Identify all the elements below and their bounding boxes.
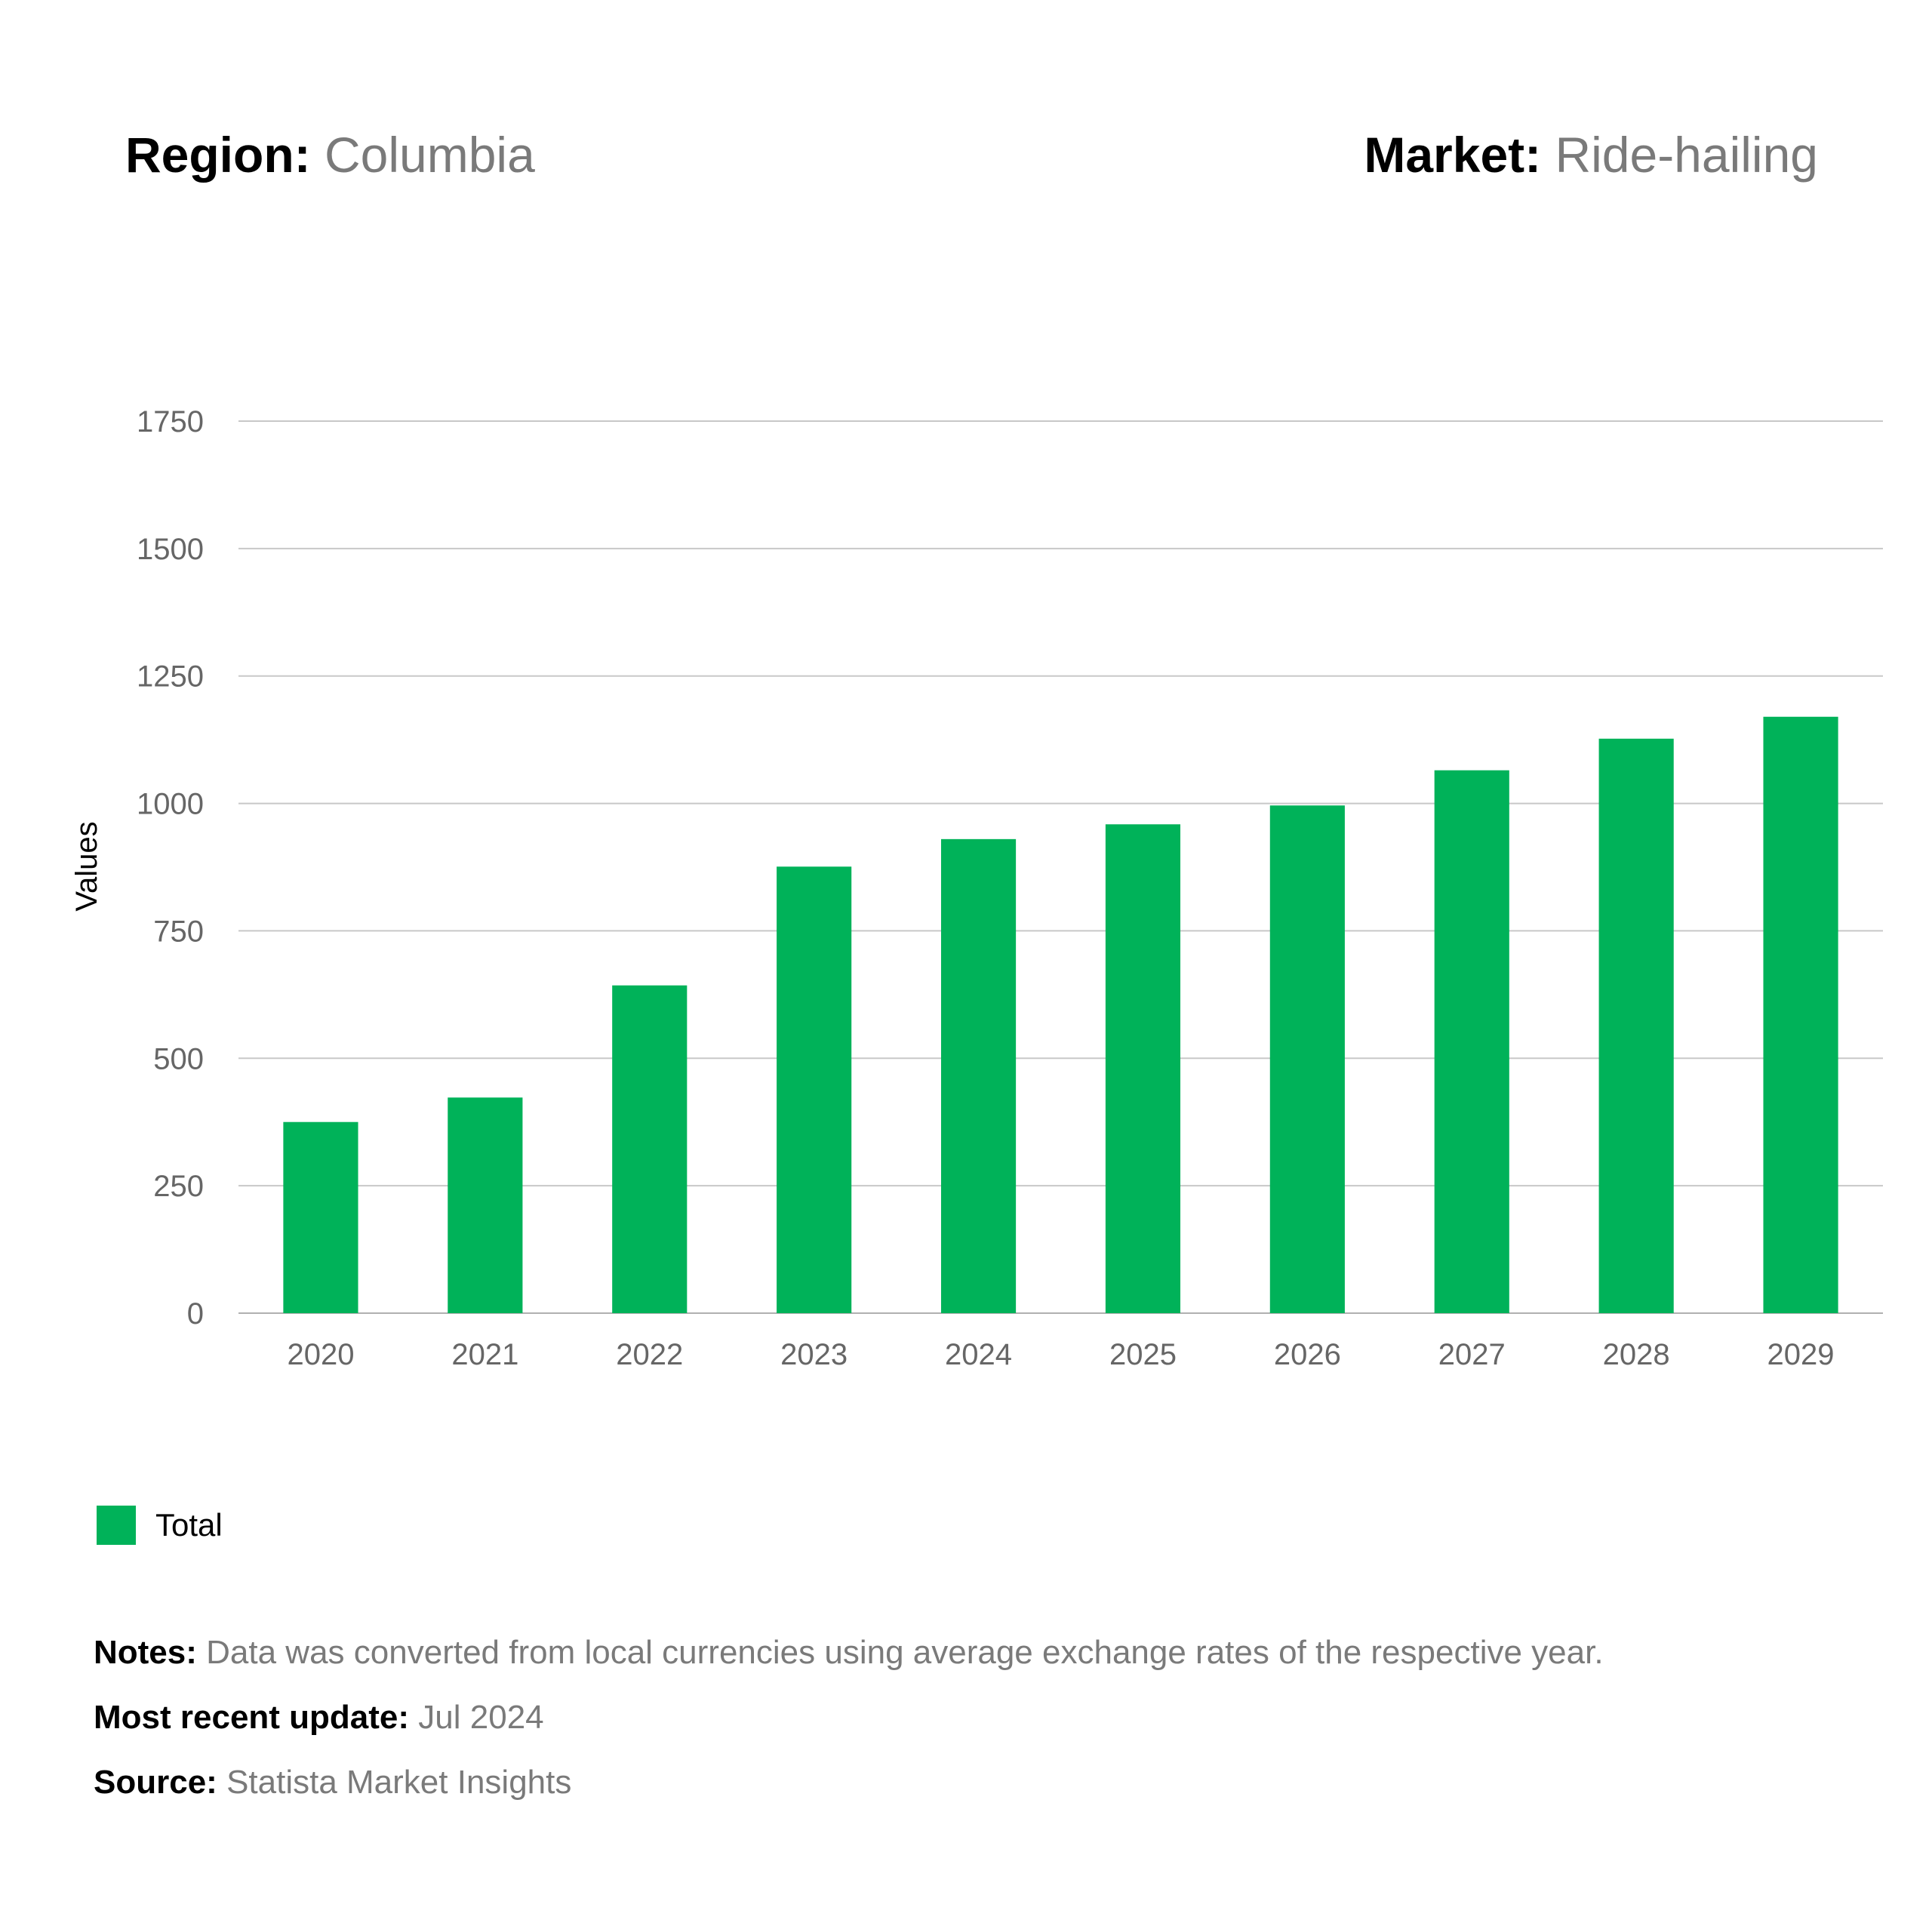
market-header: Market: Ride-hailing	[1364, 125, 1818, 185]
region-value: Columbia	[324, 127, 535, 183]
bar-2029	[1763, 716, 1838, 1313]
x-tick-label: 2027	[1438, 1338, 1506, 1371]
region-label: Region:	[125, 127, 311, 183]
bar-2026	[1269, 805, 1345, 1313]
x-tick-label: 2021	[451, 1338, 518, 1371]
bar-2020	[283, 1121, 358, 1313]
y-tick-label: 0	[187, 1297, 204, 1331]
update-label: Most recent update:	[94, 1699, 410, 1736]
y-axis-ticks: 0 250 500 750 1000 1250 1500 1750	[137, 405, 204, 1331]
source-line: Source: Statista Market Insights	[94, 1761, 571, 1804]
legend-swatch	[97, 1506, 136, 1545]
y-tick-label: 250	[153, 1170, 204, 1203]
x-tick-label: 2023	[780, 1338, 848, 1371]
source-label: Source:	[94, 1764, 217, 1801]
region-header: Region: Columbia	[125, 125, 535, 185]
update-value: Jul 2024	[418, 1699, 544, 1736]
notes-value: Data was converted from local currencies…	[206, 1634, 1604, 1671]
x-tick-label: 2026	[1274, 1338, 1341, 1371]
y-tick-label: 500	[153, 1042, 204, 1075]
update-line: Most recent update: Jul 2024	[94, 1697, 544, 1739]
market-value: Ride-hailing	[1555, 127, 1818, 183]
bar-2027	[1434, 770, 1509, 1313]
x-tick-label: 2025	[1109, 1338, 1177, 1371]
legend-label: Total	[155, 1507, 223, 1543]
x-axis-ticks: 2020 2021 2022 2023 2024 2025 2026 2027 2028 2029	[287, 1338, 1834, 1371]
y-tick-label: 1250	[137, 660, 204, 694]
y-tick-label: 1500	[137, 533, 204, 566]
notes-line: Notes: Data was converted from local cur…	[94, 1632, 1604, 1674]
legend: Total	[97, 1506, 223, 1545]
x-tick-label: 2024	[945, 1338, 1012, 1371]
x-tick-label: 2020	[287, 1338, 354, 1371]
y-tick-label: 1000	[137, 788, 204, 821]
market-label: Market:	[1364, 127, 1542, 183]
bar-2021	[448, 1097, 523, 1313]
bars	[283, 716, 1838, 1313]
y-tick-label: 1750	[137, 405, 204, 438]
y-tick-label: 750	[153, 915, 204, 948]
bar-2028	[1598, 738, 1674, 1313]
bar-2023	[777, 866, 852, 1313]
bar-2024	[940, 838, 1017, 1313]
notes-label: Notes:	[94, 1634, 197, 1671]
x-tick-label: 2028	[1603, 1338, 1670, 1371]
x-tick-label: 2029	[1767, 1338, 1835, 1371]
source-value: Statista Market Insights	[226, 1764, 572, 1801]
bar-2022	[612, 985, 688, 1313]
x-tick-label: 2022	[616, 1338, 683, 1371]
y-axis-label: Values	[70, 821, 103, 911]
bar-2025	[1105, 824, 1181, 1313]
